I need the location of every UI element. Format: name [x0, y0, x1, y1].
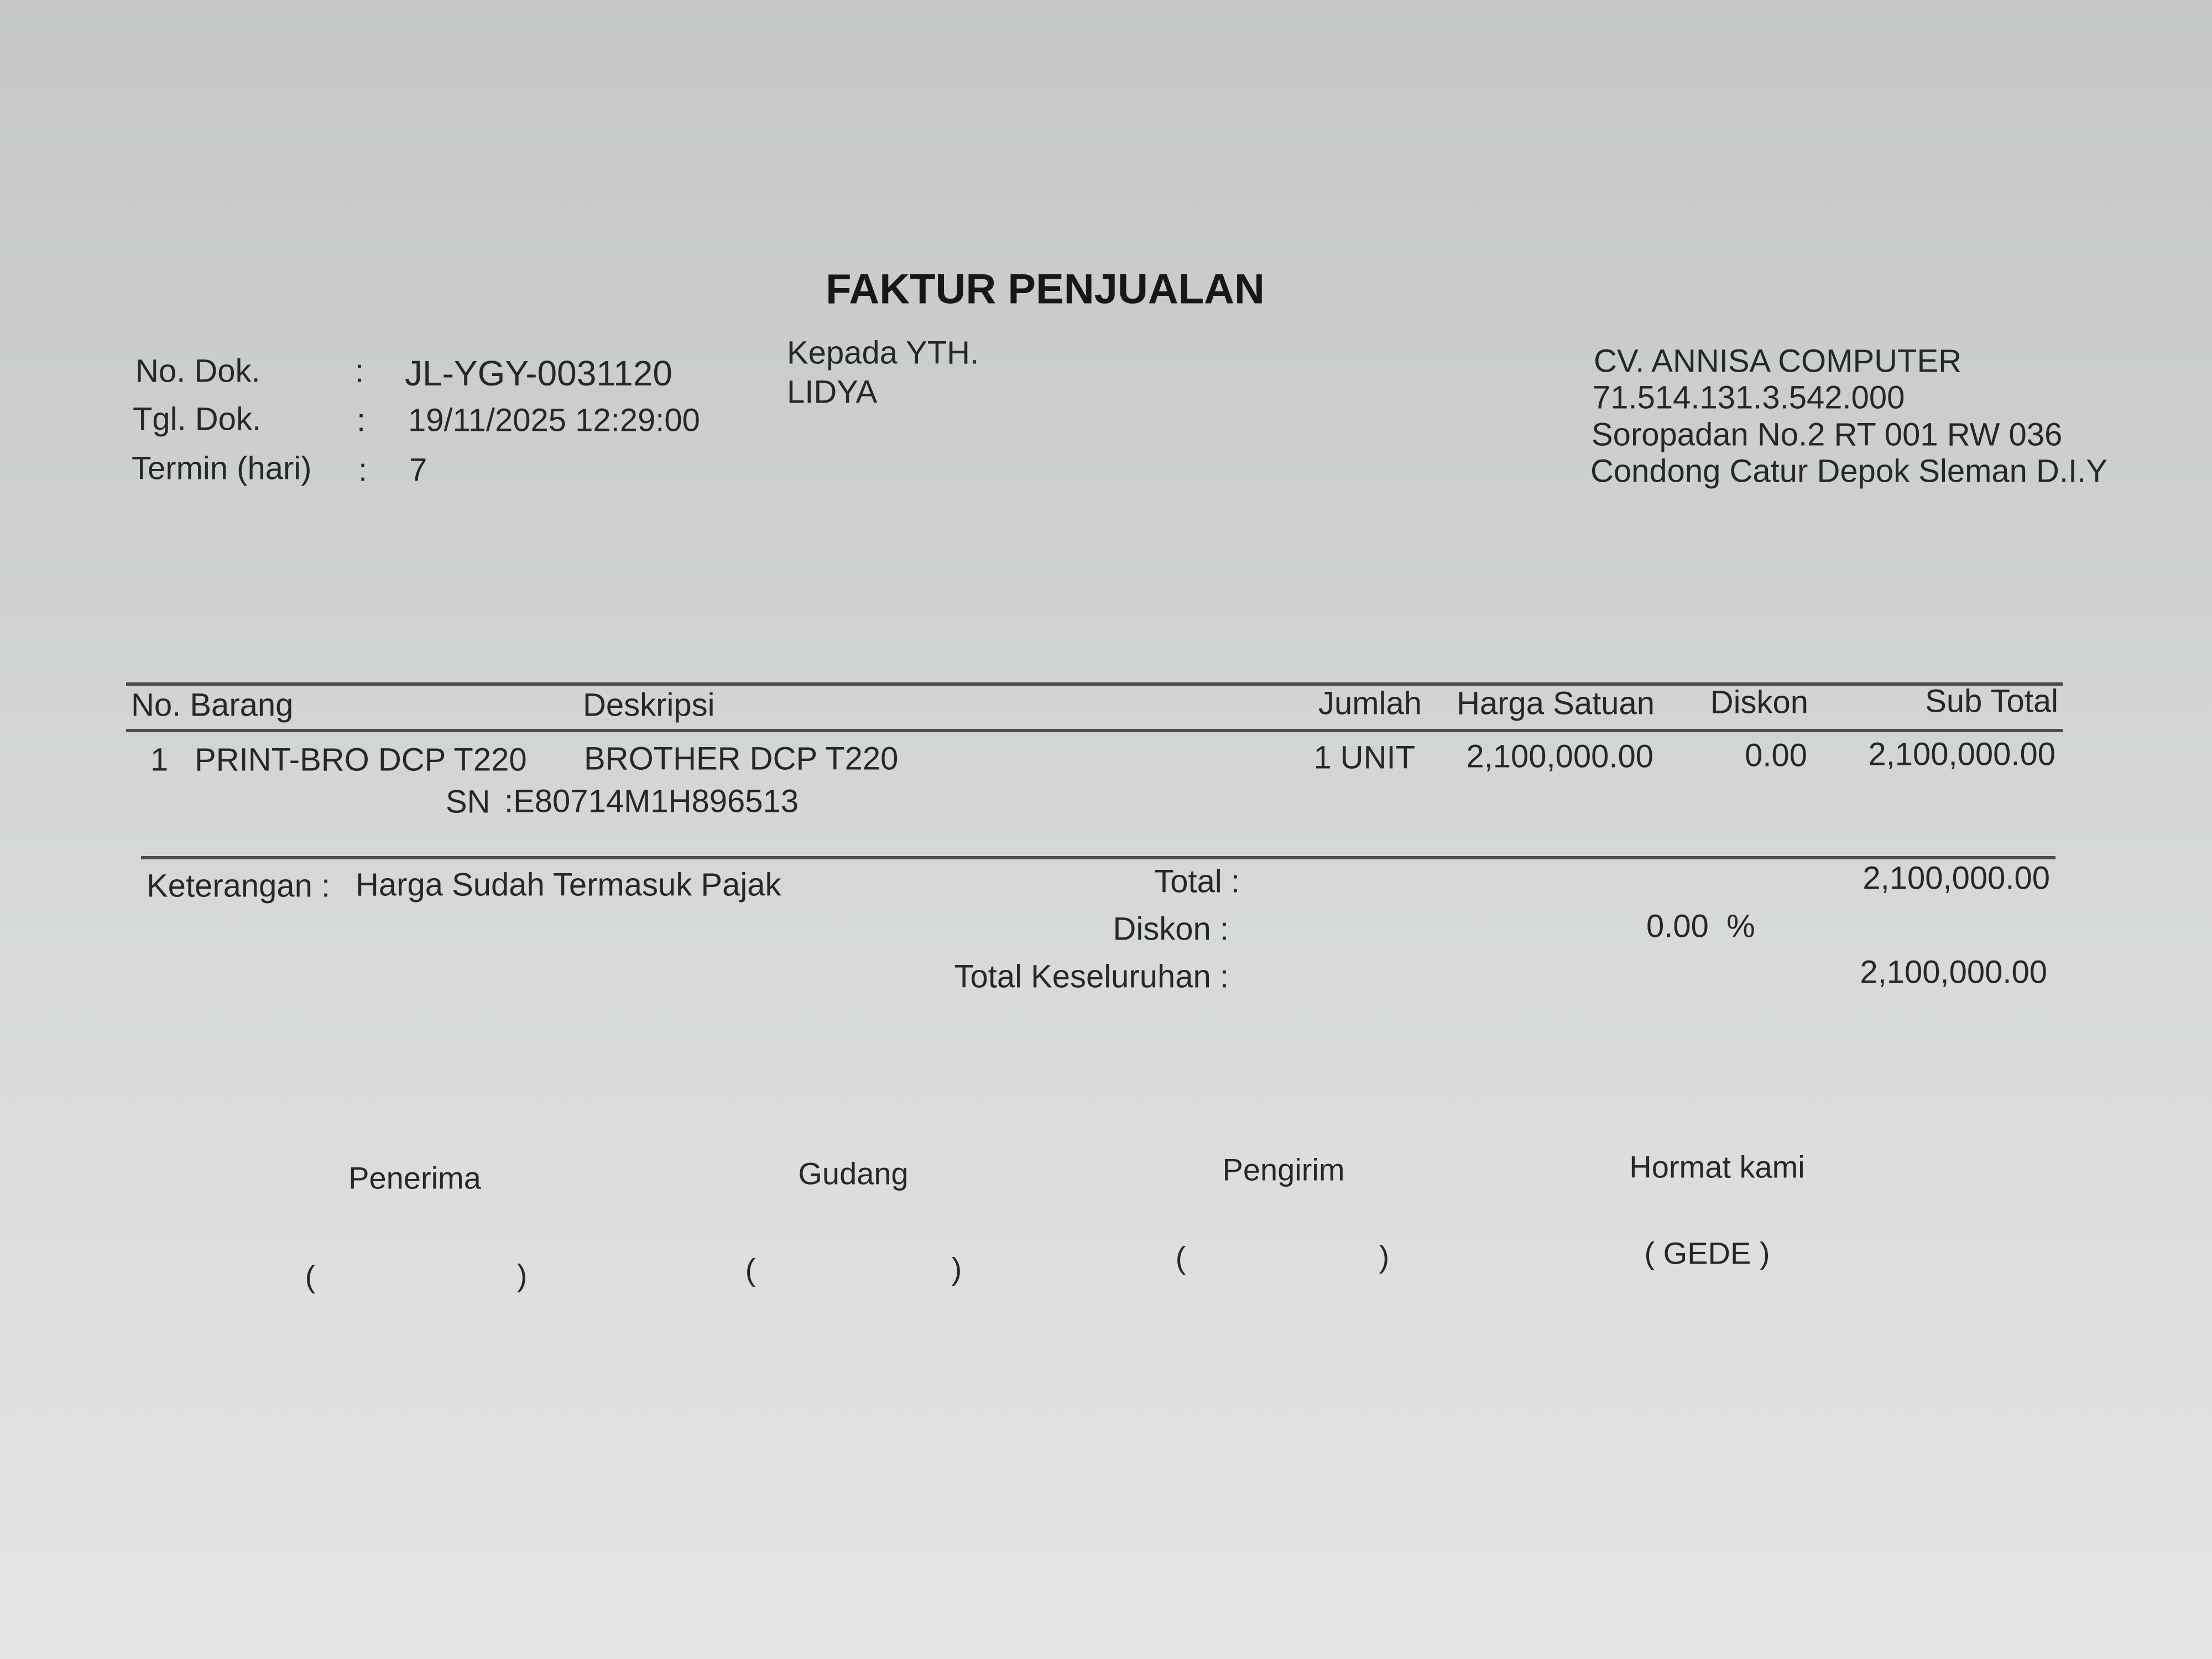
document-title: FAKTUR PENJUALAN	[826, 265, 1265, 313]
colon: :	[355, 353, 364, 389]
recipient-label: Kepada YTH.	[787, 335, 979, 371]
signature-gudang-label: Gudang	[798, 1156, 909, 1191]
no-dok-label: No. Dok.	[135, 353, 260, 389]
signature-signer-name: ( GEDE )	[1644, 1235, 1770, 1271]
company-npwp: 71.514.131.3.542.000	[1593, 379, 1905, 416]
row-number: 1	[150, 742, 169, 778]
total-value: 2,100,000.00	[1863, 860, 2050, 896]
signature-pengirim-label: Pengirim	[1222, 1152, 1345, 1187]
serial-number-value: :E80714M1H896513	[504, 783, 799, 820]
tgl-dok-label: Tgl. Dok.	[133, 401, 262, 437]
company-address-1: Soropadan No.2 RT 001 RW 036	[1592, 416, 2063, 453]
header-diskon: Diskon	[1710, 684, 1808, 721]
signature-gudang-close: )	[951, 1251, 962, 1286]
recipient-name: LIDYA	[787, 374, 878, 410]
no-dok-value: JL-YGY-0031120	[405, 353, 672, 393]
grand-total-label: Total Keseluruhan :	[954, 958, 1229, 995]
table-top-rule	[126, 682, 2063, 686]
signature-hormat-kami-label: Hormat kami	[1629, 1149, 1805, 1185]
header-jumlah: Jumlah	[1318, 685, 1422, 722]
colon: :	[358, 452, 368, 488]
diskon-label: Diskon :	[1113, 911, 1229, 947]
header-harga-satuan: Harga Satuan	[1457, 685, 1655, 722]
termin-label: Termin (hari)	[132, 450, 312, 487]
signature-penerima-label: Penerima	[348, 1160, 481, 1196]
signature-penerima-close: )	[517, 1258, 528, 1293]
item-description: BROTHER DCP T220	[584, 740, 899, 777]
diskon-value: 0.00 %	[1646, 908, 1755, 945]
header-deskripsi: Deskripsi	[583, 687, 715, 723]
header-sub-total: Sub Total	[1925, 683, 2058, 719]
company-name: CV. ANNISA COMPUTER	[1594, 343, 1962, 379]
header-no-barang: No. Barang	[131, 687, 294, 723]
total-label: Total :	[1154, 863, 1240, 900]
company-address-2: Condong Catur Depok Sleman D.I.Y	[1590, 453, 2107, 489]
table-bottom-rule	[141, 856, 2056, 859]
keterangan-value: Harga Sudah Termasuk Pajak	[356, 867, 781, 903]
table-header-rule	[126, 729, 2063, 732]
signature-gudang-open: (	[745, 1252, 756, 1287]
signature-pengirim-close: )	[1379, 1239, 1390, 1274]
keterangan-label: Keterangan :	[147, 868, 331, 904]
item-discount: 0.00	[1745, 737, 1807, 774]
signature-pengirim-open: (	[1175, 1240, 1186, 1275]
grand-total-value: 2,100,000.00	[1860, 954, 2047, 990]
item-unit-price: 2,100,000.00	[1466, 738, 1653, 775]
colon: :	[357, 402, 366, 439]
item-code: PRINT-BRO DCP T220	[195, 742, 527, 778]
item-subtotal: 2,100,000.00	[1868, 736, 2056, 773]
item-qty: 1 UNIT	[1313, 739, 1415, 776]
signature-penerima-open: (	[305, 1259, 316, 1294]
tgl-dok-value: 19/11/2025 12:29:00	[408, 402, 700, 439]
termin-value: 7	[409, 452, 427, 488]
serial-number-label: SN	[446, 784, 491, 820]
